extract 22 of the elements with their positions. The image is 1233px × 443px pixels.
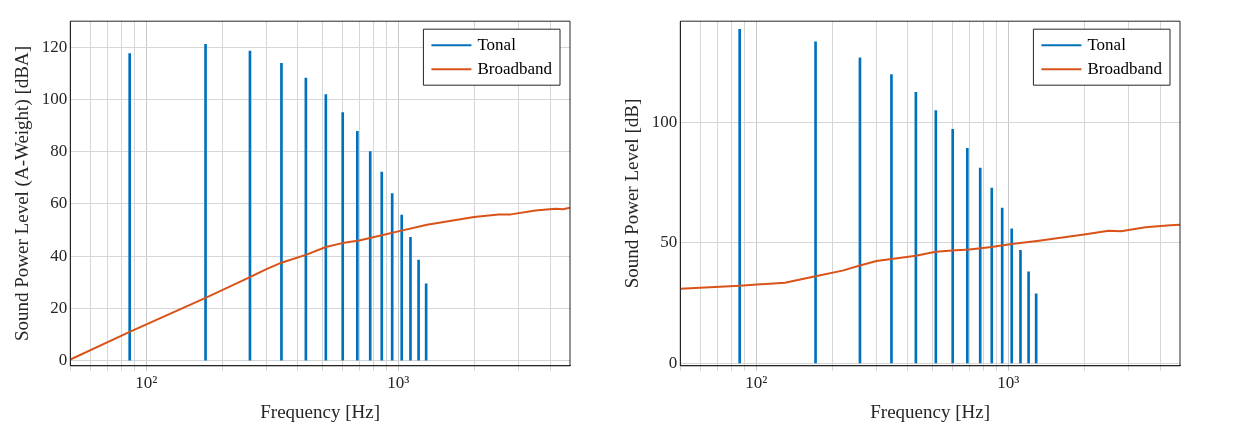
x-tick-label: 10²	[745, 373, 768, 393]
y-tick-label: 120	[41, 36, 68, 56]
y-tick-label: 100	[651, 111, 678, 131]
legend-label: Broadband	[477, 58, 553, 78]
x-tick-label: 10³	[997, 373, 1020, 393]
x-axis-title: Frequency [Hz]	[260, 400, 381, 422]
legend-label: Tonal	[1087, 34, 1127, 54]
x-tick-label: 10³	[387, 373, 410, 393]
legend-label: Tonal	[477, 34, 517, 54]
y-axis-title: Sound Power Level [dB]	[621, 98, 643, 289]
y-tick-label: 0	[668, 352, 678, 372]
legend-label: Broadband	[1087, 58, 1163, 78]
y-tick-label: 60	[50, 193, 68, 213]
x-tick-label: 10²	[135, 373, 158, 393]
y-tick-label: 20	[50, 297, 68, 317]
y-tick-label: 40	[50, 245, 68, 265]
x-axis-title: Frequency [Hz]	[870, 400, 991, 422]
y-tick-label: 0	[58, 350, 68, 370]
y-tick-label: 100	[41, 88, 68, 108]
y-axis-title: Sound Power Level (A-Weight) [dBA]	[11, 45, 34, 342]
y-tick-label: 50	[660, 232, 678, 252]
y-tick-label: 80	[50, 141, 68, 161]
